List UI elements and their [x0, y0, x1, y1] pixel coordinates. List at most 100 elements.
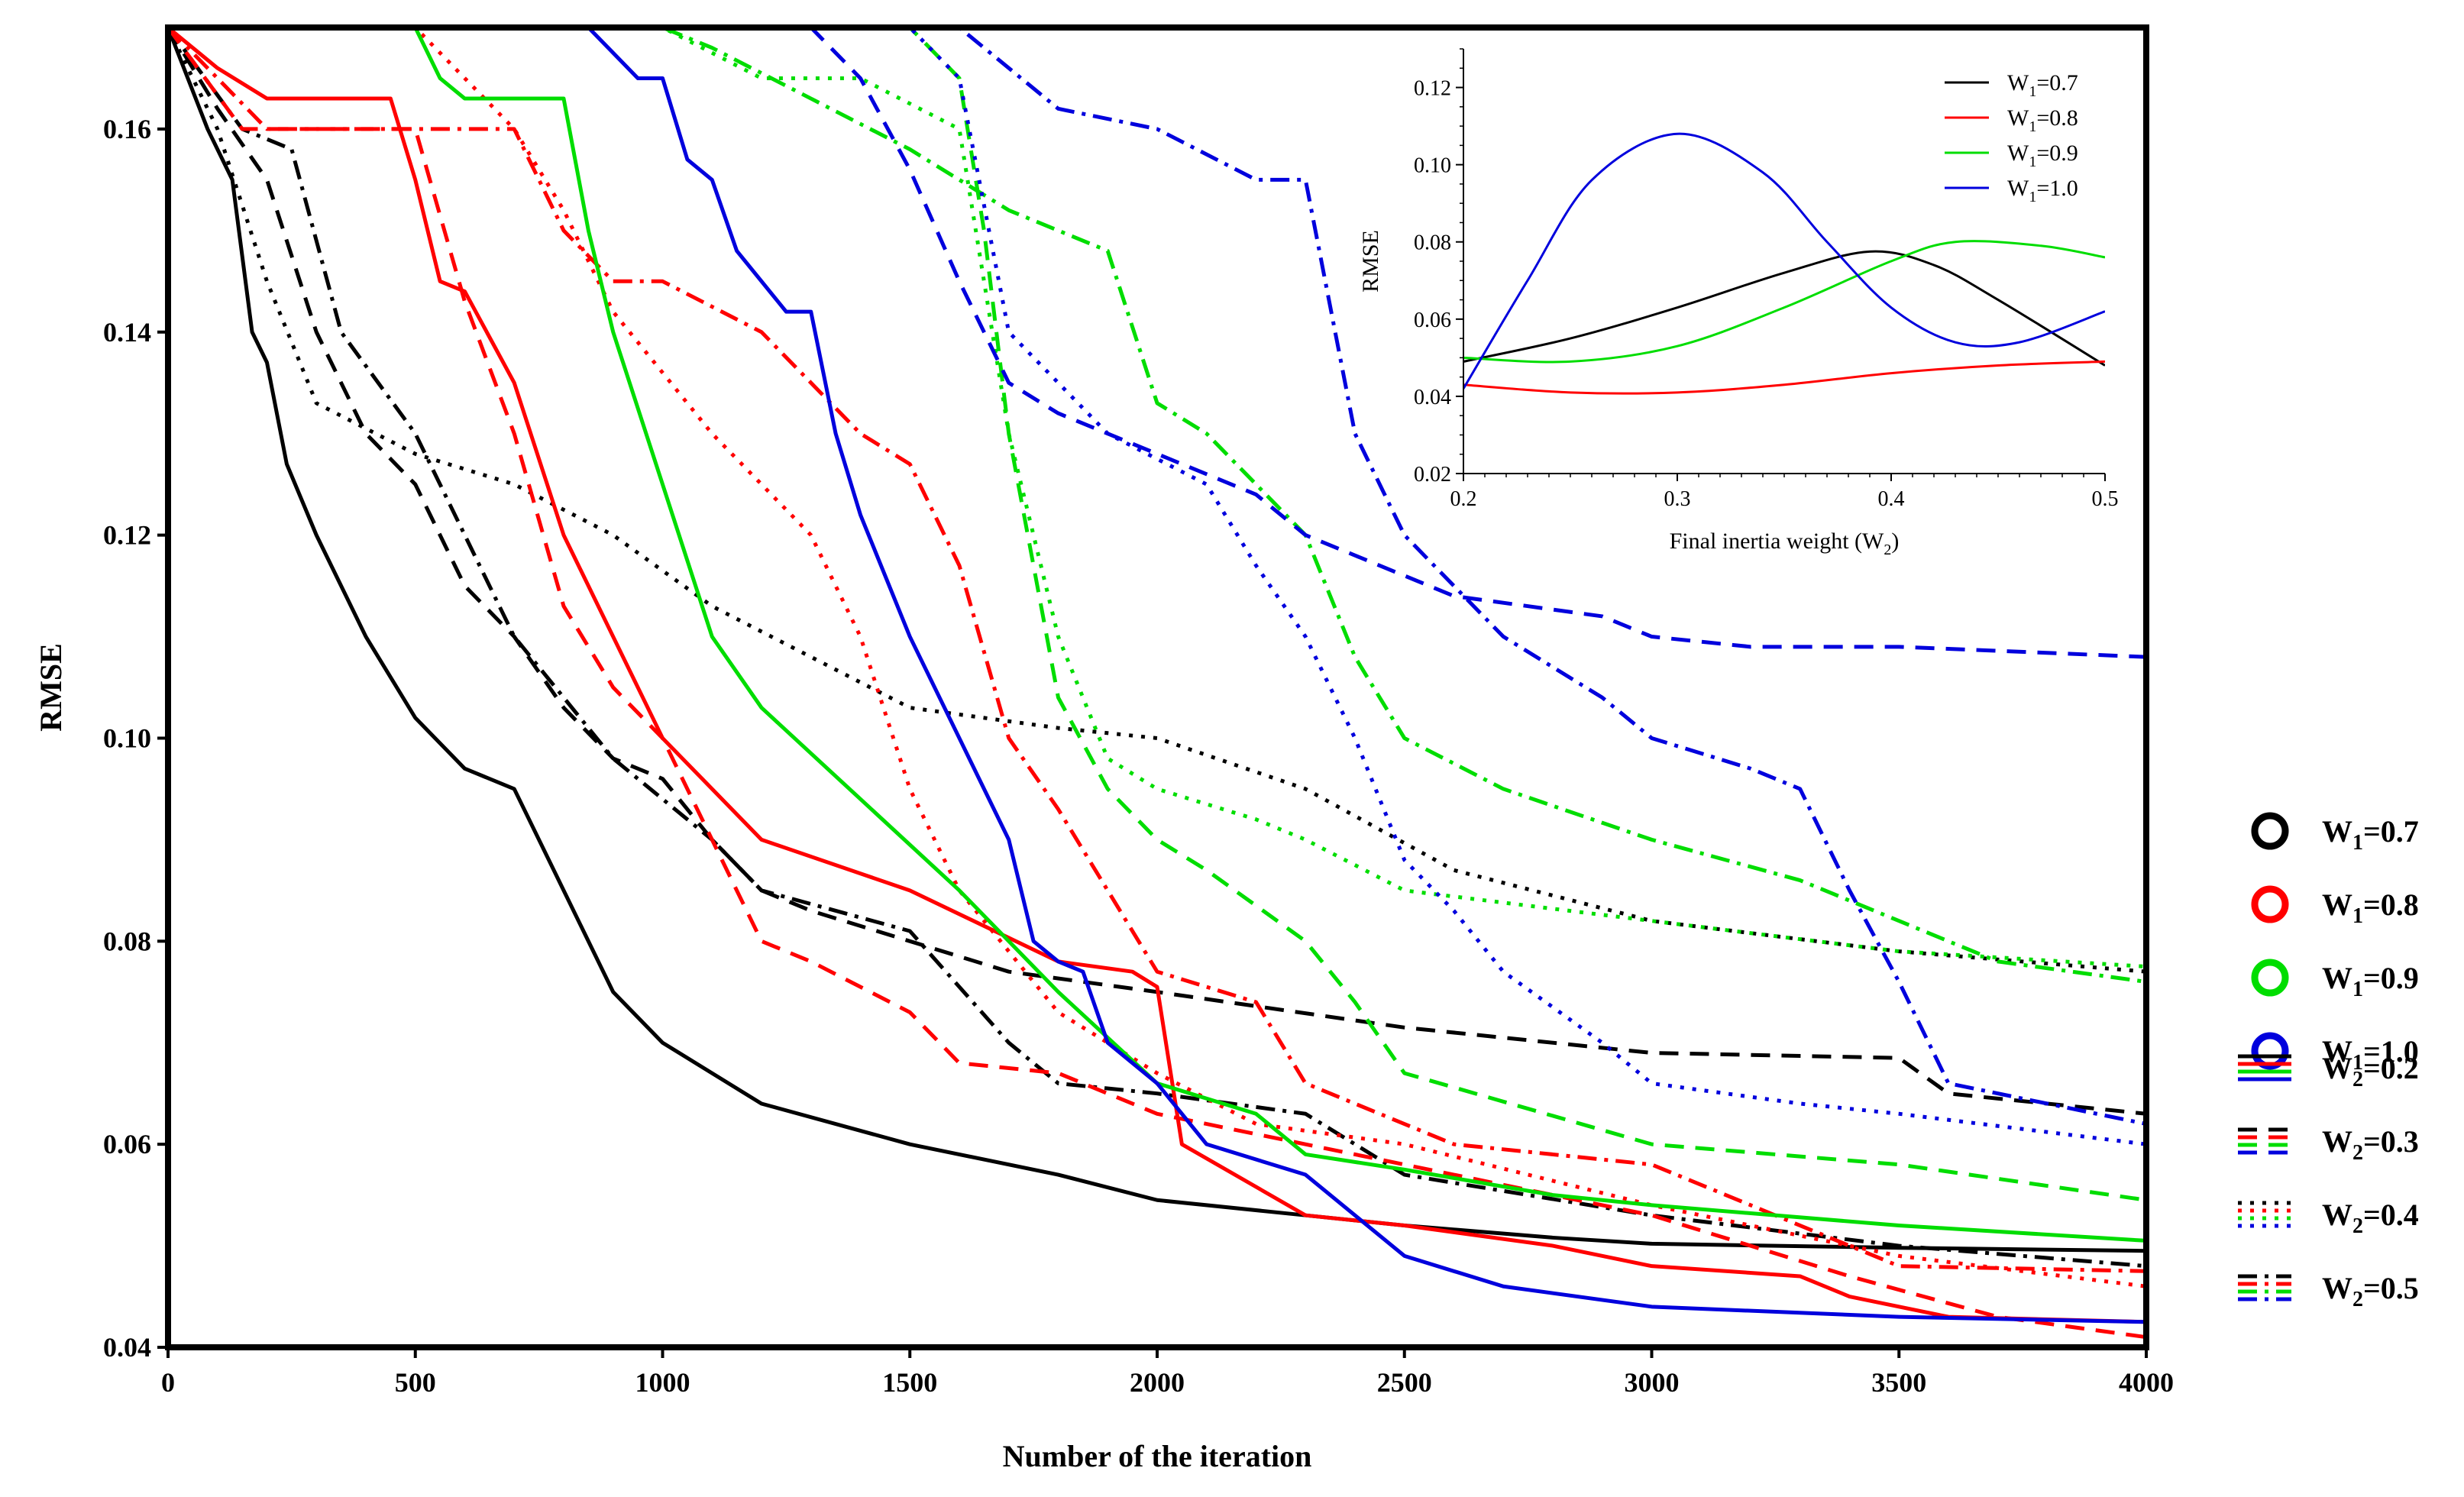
- inset-y-tick-label: 0.12: [1414, 77, 1451, 101]
- inset-x-tick-label: 0.2: [1450, 487, 1477, 511]
- inset-legend-label: W1=1.0: [2007, 176, 2078, 205]
- series-line-w1-0.7-w2-0.3: [168, 27, 2146, 1116]
- x-tick-label: 2500: [1377, 1367, 1432, 1398]
- style-legend-label: W2=0.4: [2322, 1198, 2419, 1238]
- series-line-w1-0.8-w2-0.4: [168, 27, 2146, 1288]
- color-legend-label-tail: =1.0: [2363, 1034, 2419, 1069]
- color-legend-label-main: W: [2322, 888, 2352, 922]
- color-legend: W1=0.7W1=0.8W1=0.9W1=1.0: [2251, 812, 2419, 1075]
- inset-legend-label: W1=0.7: [2007, 70, 2078, 100]
- inset-y-tick-label: 0.10: [1414, 154, 1451, 178]
- y-tick-label: 0.10: [103, 723, 151, 753]
- inset-y-tick-label: 0.04: [1414, 386, 1451, 409]
- series-line-w1-0.7-w2-0.5: [168, 27, 2146, 1269]
- inset-legend-label-tail: =1.0: [2036, 176, 2078, 201]
- color-legend-label: W1=0.8: [2322, 888, 2419, 928]
- x-tick-label: 4000: [2119, 1367, 2174, 1398]
- y-tick-label: 0.14: [103, 317, 151, 348]
- inset-legend-label-main: W: [2007, 141, 2029, 166]
- series-line-w1-1-w2-0.3: [168, 27, 2146, 659]
- inset-x-axis-title-tail: ): [1891, 529, 1899, 554]
- inset-x-axis-title-sub: 2: [1884, 542, 1891, 558]
- x-tick-label: 500: [395, 1367, 436, 1398]
- inset-legend-label-tail: =0.9: [2036, 141, 2078, 166]
- series-line-w1-1-w2-0.2: [168, 27, 2146, 1324]
- style-legend-label-sub: 2: [2352, 1214, 2363, 1238]
- inset-y-tick-label: 0.06: [1414, 309, 1451, 332]
- main-y-axis-title: RMSE: [34, 643, 68, 732]
- inset-legend-label-sub: 1: [2029, 118, 2036, 135]
- y-tick-label: 0.08: [103, 926, 151, 956]
- style-legend-label-main: W: [2322, 1051, 2352, 1085]
- color-legend-label-tail: =0.9: [2363, 961, 2419, 995]
- series-line-w1-0.8-w2-0.2: [168, 27, 2146, 1324]
- style-legend-label-main: W: [2322, 1124, 2352, 1159]
- color-legend-label: W1=1.0: [2322, 1034, 2419, 1075]
- y-tick-label: 0.12: [103, 520, 151, 551]
- main-plot: 0 500 1000 1500 2000 2500 3000 3500 4000 0.040.0…: [34, 24, 2174, 1473]
- color-legend-label-sub: 1: [2352, 904, 2363, 928]
- inset-series-group: [1463, 132, 2105, 395]
- main-y-ticks: 0.04 0.06 0.08 0.10 0.12 0.14 0.16: [103, 114, 168, 1363]
- inset-legend-label-tail: =0.8: [2036, 105, 2078, 131]
- color-legend-label: W1=0.7: [2322, 814, 2419, 855]
- series-line-w1-0.9-w2-0.4: [168, 27, 2146, 969]
- inset-legend-label-sub: 1: [2029, 189, 2036, 205]
- inset-legend-label-main: W: [2007, 176, 2029, 201]
- color-legend-circle-icon: [2251, 885, 2289, 923]
- series-line-w1-0.9-w2-0.2: [168, 27, 2146, 1243]
- inset-legend-label-main: W: [2007, 105, 2029, 131]
- main-x-axis-title: Number of the iteration: [1003, 1439, 1312, 1473]
- inset-legend-label-sub: 1: [2029, 154, 2036, 170]
- inset-x-axis-title-main: Final inertia weight (W: [1670, 529, 1884, 554]
- style-legend-label-sub: 2: [2352, 1068, 2363, 1091]
- color-legend-label-tail: =0.8: [2363, 888, 2419, 922]
- style-legend-label-tail: =0.4: [2363, 1198, 2419, 1232]
- inset-x-ticks: 0.2 0.3 0.4 0.5: [1450, 474, 2119, 511]
- inset-y-ticks: 0.02 0.04 0.06 0.08 0.10 0.12: [1414, 48, 1463, 487]
- color-legend-label-tail: =0.7: [2363, 814, 2419, 849]
- series-line-w1-0.9-w2-0.3: [168, 27, 2146, 1202]
- y-tick-label: 0.16: [103, 114, 151, 144]
- color-legend-circle-icon: [2251, 1032, 2289, 1070]
- inset-legend: W1=0.7W1=0.8W1=0.9W1=1.0: [1945, 70, 2078, 205]
- x-tick-label: 0: [161, 1367, 175, 1398]
- style-legend-label-main: W: [2322, 1198, 2352, 1232]
- style-legend-label-tail: =0.5: [2363, 1271, 2419, 1305]
- color-legend-label-main: W: [2322, 961, 2352, 995]
- style-legend-label-main: W: [2322, 1271, 2352, 1305]
- inset-x-tick-label: 0.5: [2092, 487, 2119, 511]
- inset-x-axis-title: Final inertia weight (W2): [1670, 529, 1900, 558]
- color-legend-label-sub: 1: [2352, 978, 2363, 1001]
- x-tick-label: 1500: [882, 1367, 937, 1398]
- style-legend: W2=0.2W2=0.3W2=0.4W2=0.5: [2238, 1051, 2419, 1311]
- style-legend-label-tail: =0.3: [2363, 1124, 2419, 1159]
- color-legend-circle-icon: [2251, 959, 2289, 997]
- color-legend-label-main: W: [2322, 1034, 2352, 1069]
- inset-legend-label-sub: 1: [2029, 83, 2036, 100]
- inset-series-line-w1-0.7: [1463, 250, 2105, 367]
- x-tick-label: 3000: [1625, 1367, 1680, 1398]
- y-tick-label: 0.06: [103, 1129, 151, 1159]
- style-legend-label-tail: =0.2: [2363, 1051, 2419, 1085]
- inset-legend-label-tail: =0.7: [2036, 70, 2078, 95]
- inset-series-line-w1-0.9: [1463, 240, 2105, 364]
- inset-plot: 0.2 0.3 0.4 0.5 0.02 0.04 0.06 0.08 0.10 0.12 Fi…: [1358, 48, 2119, 558]
- x-tick-label: 3500: [1871, 1367, 1926, 1398]
- color-legend-label-sub: 1: [2352, 831, 2363, 855]
- inset-series-line-w1-1.0: [1463, 132, 2105, 390]
- inset-y-tick-label: 0.08: [1414, 231, 1451, 255]
- inset-legend-label: W1=0.9: [2007, 141, 2078, 170]
- inset-y-tick-label: 0.02: [1414, 463, 1451, 487]
- inset-y-axis-title: RMSE: [1358, 230, 1383, 293]
- main-x-ticks: 0 500 1000 1500 2000 2500 3000 3500 4000: [161, 1347, 2174, 1398]
- inset-legend-label: W1=0.8: [2007, 105, 2078, 135]
- inset-legend-label-main: W: [2007, 70, 2029, 95]
- color-legend-label-main: W: [2322, 814, 2352, 849]
- style-legend-label-sub: 2: [2352, 1288, 2363, 1311]
- color-legend-label: W1=0.9: [2322, 961, 2419, 1001]
- series-line-w1-0.8-w2-0.5: [168, 27, 2146, 1273]
- main-series-group: [168, 27, 2146, 1340]
- inset-background: [1463, 49, 2105, 474]
